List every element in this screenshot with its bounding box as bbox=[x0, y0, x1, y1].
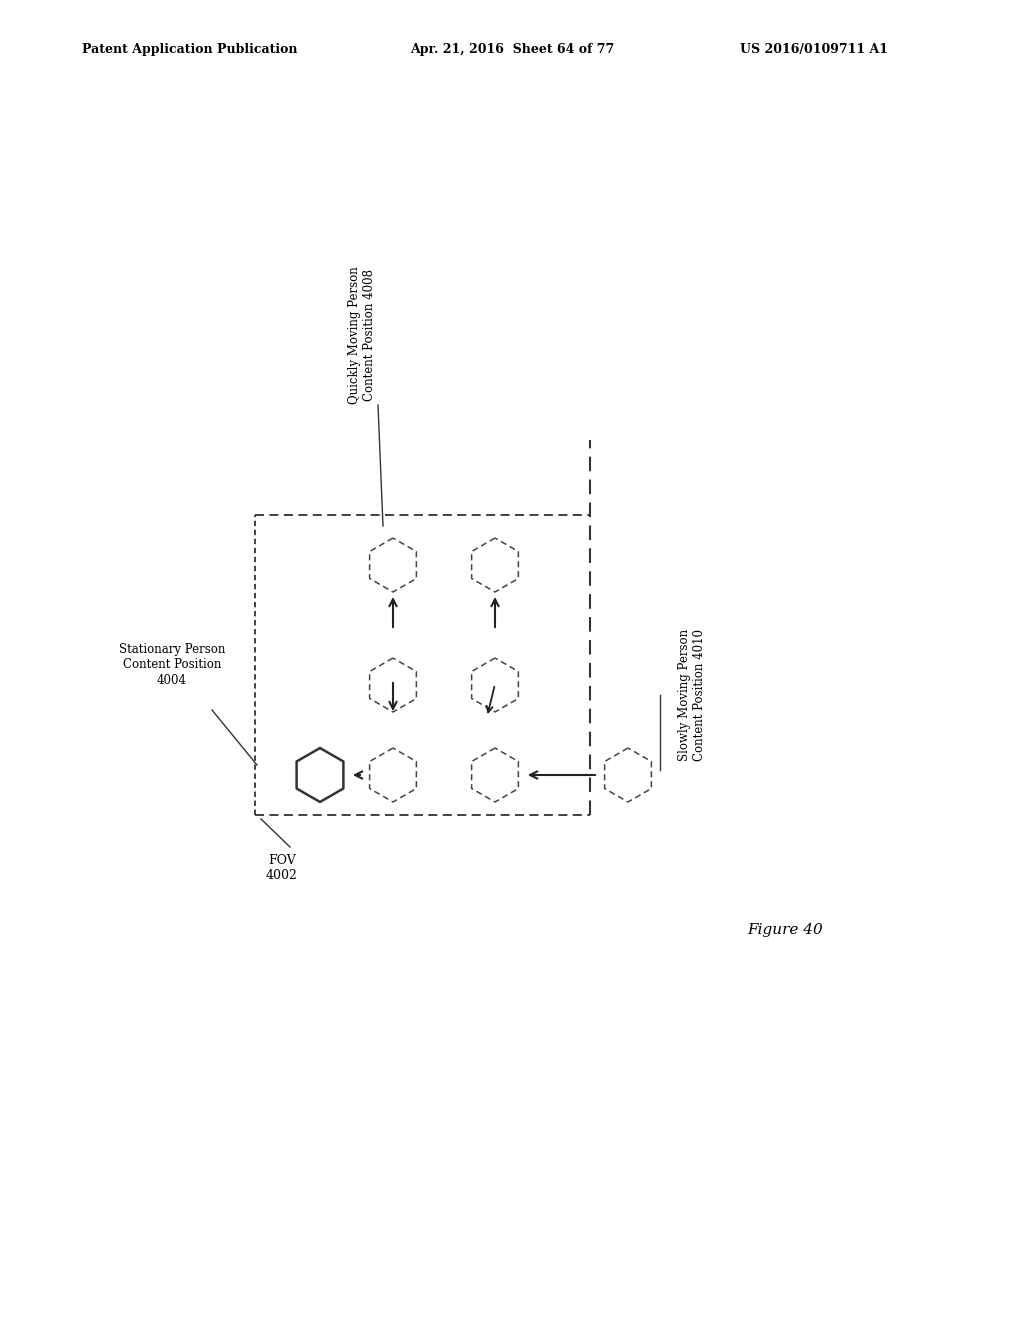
Text: US 2016/0109711 A1: US 2016/0109711 A1 bbox=[740, 44, 888, 57]
Text: FOV
4002: FOV 4002 bbox=[266, 854, 298, 882]
Text: Quickly Moving Person
Content Position 4008: Quickly Moving Person Content Position 4… bbox=[348, 267, 376, 404]
Text: Patent Application Publication: Patent Application Publication bbox=[82, 44, 298, 57]
Text: Apr. 21, 2016  Sheet 64 of 77: Apr. 21, 2016 Sheet 64 of 77 bbox=[410, 44, 614, 57]
Text: Slowly Moving Person
Content Position 4010: Slowly Moving Person Content Position 40… bbox=[678, 628, 706, 762]
Text: Stationary Person
Content Position
4004: Stationary Person Content Position 4004 bbox=[119, 644, 225, 686]
Text: Figure 40: Figure 40 bbox=[748, 923, 823, 937]
